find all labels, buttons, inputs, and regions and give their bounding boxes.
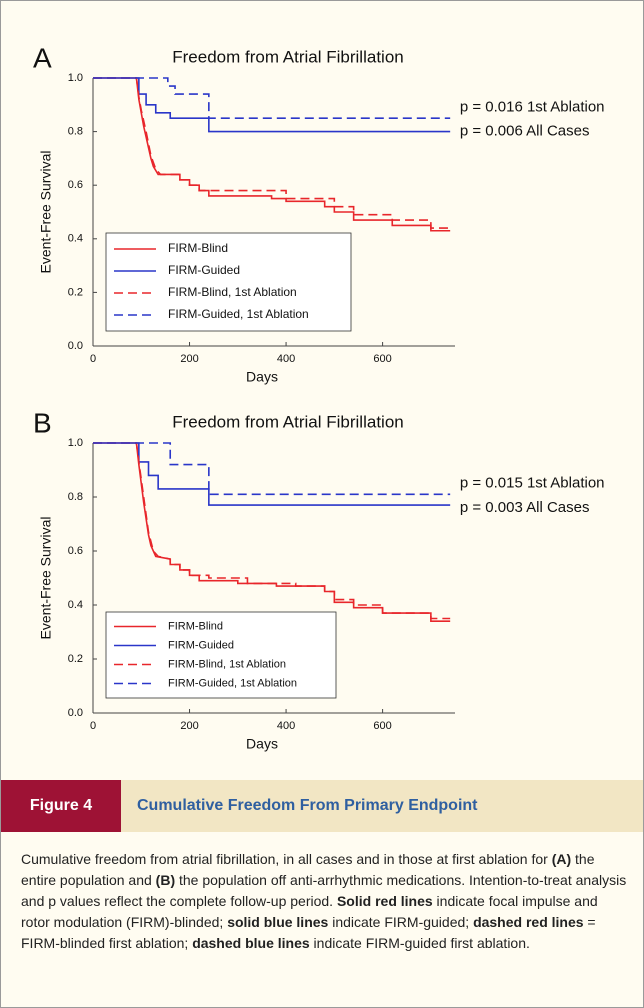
x-tick-label: 0: [90, 353, 96, 365]
caption-text: Cumulative freedom from atrial fibrillat…: [21, 851, 552, 867]
caption-text: indicate FIRM-guided first ablation.: [309, 935, 530, 951]
y-tick-label: 0.2: [68, 653, 83, 665]
legend-label: FIRM-Blind, 1st Ablation: [168, 285, 297, 299]
y-tick-label: 0.6: [68, 545, 83, 557]
figure-caption: Cumulative freedom from atrial fibrillat…: [21, 849, 627, 954]
legend-label: FIRM-Guided, 1st Ablation: [168, 677, 297, 689]
charts: A Freedom from Atrial Fibrillation 0.0 0.2 0…: [33, 42, 605, 752]
y-axis-label: Event-Free Survival: [38, 517, 54, 640]
legend-label: FIRM-Blind: [168, 620, 223, 632]
legend-label: FIRM-Blind, 1st Ablation: [168, 658, 286, 670]
caption-emphasis: dashed red lines: [473, 914, 584, 930]
legend-label: FIRM-Guided, 1st Ablation: [168, 307, 309, 321]
legend-label: FIRM-Guided: [168, 263, 240, 277]
caption-emphasis: (A): [551, 851, 572, 867]
y-tick-label: 0.6: [68, 179, 83, 191]
annotation: p = 0.003 All Cases: [460, 499, 590, 516]
panel-letter: B: [33, 407, 52, 438]
figure-title: Cumulative Freedom From Primary Endpoint: [137, 797, 478, 814]
x-tick-label: 400: [277, 353, 295, 365]
caption-text: indicate FIRM-guided;: [328, 914, 474, 930]
survival-line: [93, 77, 451, 232]
y-tick-label: 0.0: [68, 340, 83, 352]
panel-letter: A: [33, 42, 52, 73]
caption-emphasis: dashed blue lines: [192, 935, 310, 951]
y-tick-label: 0.0: [68, 707, 83, 719]
annotation: p = 0.006 All Cases: [460, 123, 590, 140]
survival-line: [93, 77, 451, 119]
caption-text: the population off anti-arrhythmic medic…: [21, 872, 627, 909]
y-tick-label: 0.4: [68, 599, 83, 611]
figure-header: Figure 4 Cumulative Freedom From Primary…: [1, 780, 643, 832]
y-tick-label: 0.8: [68, 491, 83, 503]
caption-emphasis: Solid red lines: [336, 893, 433, 909]
caption-emphasis: (B): [155, 872, 176, 888]
y-tick-label: 0.8: [68, 126, 83, 138]
chart-title: Freedom from Atrial Fibrillation: [172, 412, 403, 431]
y-axis-label: Event-Free Survival: [38, 151, 54, 274]
x-tick-label: 600: [373, 720, 391, 732]
x-tick-label: 200: [180, 353, 198, 365]
y-tick-label: 1.0: [68, 437, 83, 449]
survival-line: [93, 442, 451, 622]
annotation: p = 0.015 1st Ablation: [460, 474, 605, 491]
caption-text: the entire population and: [21, 851, 595, 888]
survival-line: [93, 442, 451, 496]
x-tick-label: 200: [180, 720, 198, 732]
caption-text: indicate focal impulse and rotor modulat…: [21, 893, 598, 930]
survival-line: [93, 77, 451, 133]
figure-label: Figure 4: [1, 780, 121, 832]
legend-label: FIRM-Blind: [168, 241, 228, 255]
y-tick-label: 0.2: [68, 286, 83, 298]
survival-line: [93, 442, 451, 506]
caption-emphasis: solid blue lines: [227, 914, 329, 930]
x-axis-label: Days: [246, 736, 278, 752]
y-tick-label: 0.4: [68, 233, 83, 245]
caption-text: = FIRM-blinded first ablation;: [21, 914, 596, 951]
legend-label: FIRM-Guided: [168, 639, 234, 651]
y-tick-label: 1.0: [68, 72, 83, 84]
x-tick-label: 0: [90, 720, 96, 732]
survival-line: [93, 442, 451, 620]
survival-line: [93, 77, 451, 229]
x-tick-label: 600: [373, 353, 391, 365]
annotation: p = 0.016 1st Ablation: [460, 98, 605, 115]
chart-title: Freedom from Atrial Fibrillation: [172, 47, 403, 66]
x-axis-label: Days: [246, 369, 278, 385]
x-tick-label: 400: [277, 720, 295, 732]
